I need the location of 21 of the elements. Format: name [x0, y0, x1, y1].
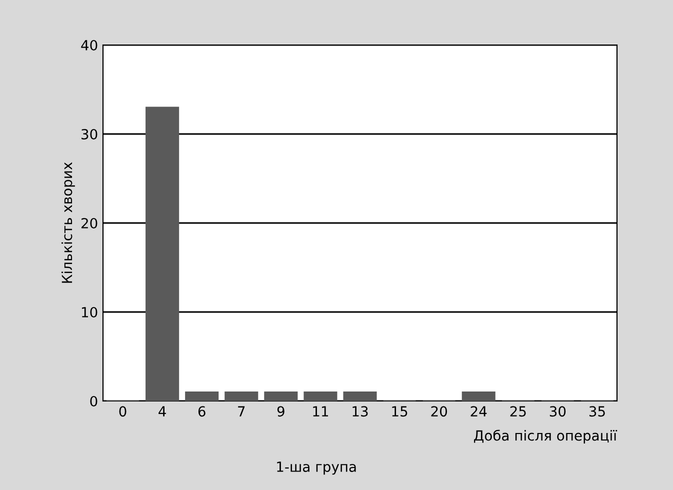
y-tick-label: 10	[82, 306, 98, 318]
text: 1-ша група	[277, 462, 356, 475]
x-tick-label: 13	[352, 406, 368, 417]
x-tick-label: 20	[431, 406, 447, 417]
x-tick-label: 15	[392, 406, 408, 417]
x-tick-label: 9	[277, 406, 284, 417]
y-tick-label: 20	[81, 218, 98, 228]
x-tick-label: 4	[158, 406, 166, 416]
x-tick-label: 35	[589, 406, 605, 417]
y-tick-label: 40	[81, 40, 98, 50]
x-axis-title: Доба після операції	[474, 430, 618, 444]
y-tick-label: 0	[90, 396, 98, 406]
x-tick-label: 25	[510, 406, 526, 417]
x-tick-label: 30	[550, 406, 566, 417]
x-tick-label: 11	[313, 406, 328, 416]
x-tick-label: 24	[470, 406, 487, 416]
y-axis-title: Кількість хворих	[61, 162, 75, 283]
x-tick-label: 6	[198, 406, 206, 417]
y-tick-label: 30	[82, 128, 98, 140]
x-tick-label: 7	[238, 406, 245, 416]
x-tick-label: 0	[119, 406, 126, 417]
